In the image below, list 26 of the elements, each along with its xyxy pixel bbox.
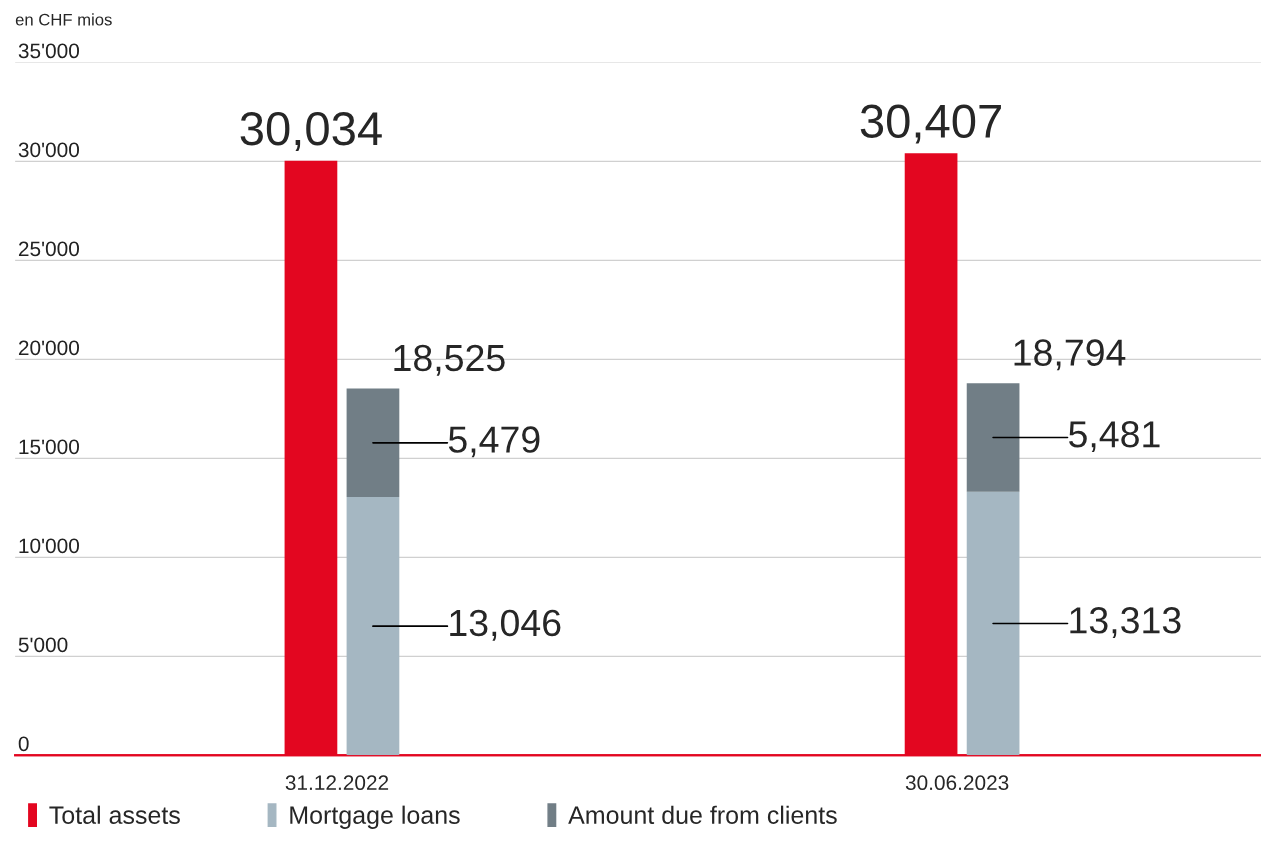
y-tick-label: 30'000: [18, 142, 79, 158]
y-tick-label: 10'000: [19, 538, 79, 554]
y-axis-title: en CHF mios: [15, 13, 112, 26]
data-label: 5,481: [1069, 421, 1160, 452]
data-label: 30,034: [240, 111, 382, 152]
data-label: 13,046: [450, 609, 561, 641]
y-tick-label: 20'000: [18, 340, 79, 356]
bar: [966, 491, 1020, 756]
data-label: 30,407: [860, 104, 1001, 144]
legend-label: Total assets: [49, 805, 180, 824]
data-label: 13,313: [1070, 607, 1181, 639]
data-label: 5,479: [448, 426, 540, 458]
total-label: 18,525: [394, 344, 505, 376]
x-tick-label: 30.06.2023: [905, 775, 1009, 791]
y-tick-label: 35'000: [18, 43, 79, 59]
y-tick-label: 0: [18, 736, 29, 752]
legend-label: Mortgage loans: [290, 805, 460, 829]
y-tick-label: 5'000: [18, 637, 68, 653]
bar: [346, 388, 400, 498]
legend-label: Amount due from clients: [568, 805, 837, 824]
bar: [966, 383, 1020, 492]
y-tick-label: 25'000: [18, 241, 79, 257]
y-tick-label: 15'000: [19, 439, 79, 455]
total-label: 18,794: [1014, 339, 1126, 371]
x-tick-label: 31.12.2022: [285, 775, 389, 791]
bar: [346, 497, 400, 756]
